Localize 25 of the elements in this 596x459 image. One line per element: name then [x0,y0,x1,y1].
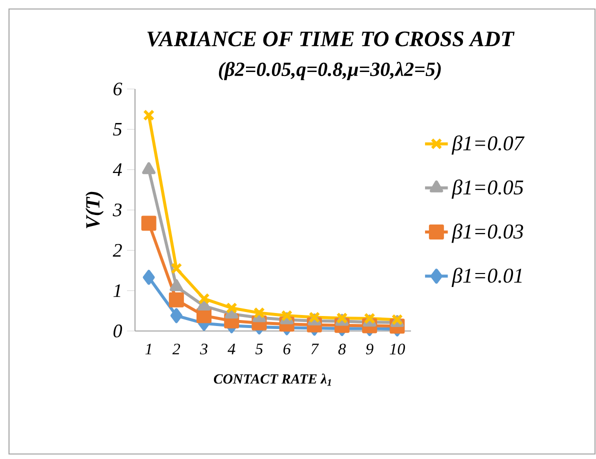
x-tick-label: 7 [311,344,319,354]
x-tick-label: 2 [172,344,180,354]
y-tick-label: 6 [114,82,122,96]
x-tick-label: 8 [338,344,346,354]
x-axis-title: CONTACT RATE λ$_{1}$ [214,374,331,386]
legend-label: β1=0.01 [452,268,522,288]
x-tick-label: 1 [145,344,152,354]
y-tick-label: 4 [112,163,122,176]
y-tick-label: 1 [113,284,120,297]
y-axis-title: V(T) [86,192,104,228]
x-tick-label: 9 [366,344,374,354]
x-tick-label: 3 [200,344,208,354]
y-tick-label: 2 [112,244,122,257]
x-tick-label: 4 [228,344,236,354]
x-tick-label: 10 [390,344,406,354]
y-tick-label: 3 [112,204,122,216]
y-tick-label: 0 [114,324,122,338]
legend-label: β1=0.03 [452,224,524,243]
y-tick-label: 5 [113,123,122,136]
x-tick-label: 5 [255,344,263,354]
chart-title: VARIANCE OF TIME TO CROSS ADT [147,32,515,46]
legend-label: β1=0.07 [452,135,525,155]
chart-subtitle: (β2=0.05,q=0.8,μ=30,λ2=5) [218,62,441,80]
legend-label: β1=0.05 [452,180,524,199]
x-tick-label: 6 [283,344,291,354]
